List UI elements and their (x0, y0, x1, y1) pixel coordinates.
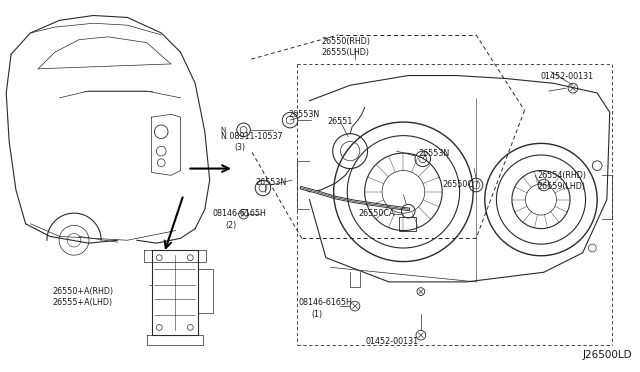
Text: J26500LD: J26500LD (582, 350, 632, 360)
Text: 26553N: 26553N (288, 110, 319, 119)
Text: 01452-00131: 01452-00131 (365, 337, 419, 346)
Text: (2): (2) (225, 221, 236, 230)
Text: 26550C: 26550C (442, 180, 473, 189)
Text: 08146-6165H: 08146-6165H (299, 298, 353, 307)
Text: 26550CA: 26550CA (358, 209, 394, 218)
Text: N: N (220, 127, 225, 133)
Text: 26550(RHD): 26550(RHD) (321, 37, 370, 46)
Text: N 08911-10537: N 08911-10537 (221, 132, 283, 141)
Text: 08146-6165H: 08146-6165H (212, 209, 266, 218)
Text: 26559(LHD): 26559(LHD) (537, 182, 585, 191)
Text: 26553N: 26553N (418, 149, 449, 158)
Text: (3): (3) (234, 143, 245, 153)
Text: 01452-00131: 01452-00131 (541, 72, 594, 81)
Text: 26553N: 26553N (255, 178, 287, 187)
Text: (1): (1) (312, 310, 323, 319)
Text: 26551: 26551 (328, 117, 353, 126)
Text: 26554(RHD): 26554(RHD) (537, 170, 586, 180)
Text: 26555(LHD): 26555(LHD) (321, 48, 369, 57)
Text: 26550+A(RHD): 26550+A(RHD) (52, 287, 114, 296)
Text: 26555+A(LHD): 26555+A(LHD) (52, 298, 113, 307)
Bar (399, 217, 416, 231)
